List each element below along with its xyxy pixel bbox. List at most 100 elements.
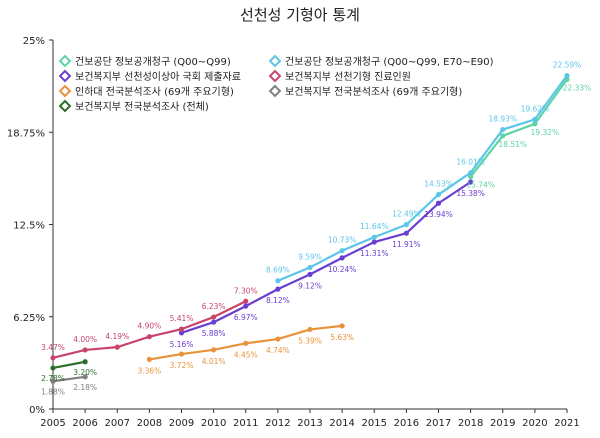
data-point bbox=[243, 340, 249, 346]
data-label: 5.88% bbox=[202, 329, 226, 338]
data-label: 18.93% bbox=[488, 115, 517, 124]
legend-marker bbox=[58, 69, 72, 83]
legend-marker bbox=[58, 54, 72, 68]
x-tick-label: 2013 bbox=[297, 418, 322, 429]
data-label: 15.38% bbox=[456, 189, 485, 198]
data-labels: 15.74% 18.51% 19.32% 22.33% 8.69% 9.59% 10.73%… bbox=[41, 61, 591, 397]
data-label: 3.20% bbox=[73, 368, 97, 377]
legend-label: 보건복지부 전국분석조사 (69개 주요기형) bbox=[285, 86, 462, 98]
data-label: 3.47% bbox=[41, 343, 65, 352]
y-tick-label: 18.75% bbox=[7, 128, 45, 139]
data-point bbox=[178, 330, 185, 336]
x-tick-label: 2011 bbox=[233, 418, 258, 429]
data-point bbox=[371, 239, 377, 245]
data-label: 8.69% bbox=[266, 266, 290, 275]
data-label: 15.74% bbox=[466, 181, 495, 190]
data-label: 8.12% bbox=[266, 296, 290, 305]
data-point bbox=[211, 314, 217, 320]
data-label: 22.59% bbox=[553, 61, 582, 70]
data-label: 11.91% bbox=[392, 240, 421, 249]
data-point bbox=[178, 351, 185, 357]
data-label: 10.73% bbox=[328, 236, 357, 245]
data-point bbox=[275, 286, 281, 292]
x-tick-label: 2018 bbox=[458, 418, 483, 429]
data-point bbox=[532, 121, 538, 127]
data-point bbox=[50, 365, 56, 371]
x-tick-label: 2020 bbox=[522, 418, 547, 429]
data-point bbox=[500, 133, 506, 139]
data-point bbox=[114, 344, 120, 350]
data-label: 1.88% bbox=[41, 387, 65, 396]
legend-marker bbox=[268, 84, 282, 98]
data-label: 4.90% bbox=[137, 322, 161, 331]
data-point bbox=[500, 126, 506, 133]
legend-label: 보건복지부 전국분석조사 (전체) bbox=[75, 101, 209, 113]
data-label: 2.78% bbox=[41, 374, 65, 383]
data-label: 2.18% bbox=[73, 383, 97, 392]
x-tick-label: 2016 bbox=[394, 418, 419, 429]
legend-label: 보건복지부 선천성이상아 국회 제출자료 bbox=[75, 71, 241, 83]
x-tick-label: 2010 bbox=[201, 418, 226, 429]
x-tick-label: 2009 bbox=[169, 418, 194, 429]
chart-title: 선천성 기형아 통계 bbox=[240, 6, 360, 24]
y-tick-label: 25% bbox=[23, 36, 45, 47]
data-point bbox=[307, 271, 313, 277]
data-point bbox=[564, 72, 570, 79]
data-point bbox=[339, 255, 345, 261]
data-label: 6.97% bbox=[234, 313, 258, 322]
data-point bbox=[50, 378, 56, 384]
data-label: 10.24% bbox=[328, 265, 357, 274]
chart-legend: 건보공단 정보공개청구 (Q00~Q99) 건보공단 정보공개청구 (Q00~Q9… bbox=[58, 54, 494, 113]
data-label: 5.63% bbox=[330, 333, 354, 342]
data-point bbox=[403, 222, 409, 228]
legend-marker bbox=[268, 69, 282, 83]
data-point bbox=[435, 200, 442, 206]
legend-marker bbox=[268, 54, 282, 68]
data-label: 7.30% bbox=[234, 286, 258, 295]
data-point bbox=[371, 234, 377, 240]
data-label: 3.72% bbox=[170, 361, 194, 370]
data-point bbox=[468, 174, 474, 180]
data-label: 19.62% bbox=[521, 104, 550, 113]
data-point bbox=[339, 323, 345, 329]
x-tick-label: 2008 bbox=[137, 418, 162, 429]
data-point bbox=[50, 355, 56, 361]
data-label: 4.45% bbox=[234, 350, 258, 359]
data-point bbox=[275, 336, 281, 342]
data-label: 4.01% bbox=[202, 357, 226, 366]
data-point bbox=[82, 347, 88, 353]
x-tick-label: 2006 bbox=[72, 418, 97, 429]
series-line bbox=[52, 360, 86, 370]
data-point bbox=[82, 359, 88, 365]
y-tick-label: 12.5% bbox=[13, 221, 45, 232]
data-label: 6.23% bbox=[202, 302, 226, 311]
data-point bbox=[211, 319, 217, 325]
x-tick-label: 2021 bbox=[554, 418, 579, 429]
data-label: 18.51% bbox=[498, 140, 527, 149]
series-line bbox=[469, 78, 568, 178]
data-point bbox=[146, 356, 152, 363]
data-label: 9.59% bbox=[298, 252, 322, 261]
x-tick-label: 2014 bbox=[329, 418, 354, 429]
x-tick-label: 2005 bbox=[40, 418, 65, 429]
data-point bbox=[146, 334, 152, 340]
data-label: 5.16% bbox=[170, 340, 194, 349]
data-point bbox=[82, 374, 88, 380]
data-label: 19.32% bbox=[531, 128, 560, 137]
data-point bbox=[468, 179, 474, 185]
data-point bbox=[178, 326, 185, 332]
legend-marker bbox=[58, 99, 72, 113]
data-label: 13.94% bbox=[424, 210, 453, 219]
data-point bbox=[339, 248, 345, 254]
data-label: 16.01% bbox=[456, 158, 485, 167]
x-tick-label: 2015 bbox=[362, 418, 387, 429]
data-label: 3.36% bbox=[137, 366, 161, 375]
chart-axes: 0% 6.25% 12.5% 18.75% 25% 2005 2006 2007 2008 200… bbox=[7, 36, 580, 429]
data-point bbox=[211, 347, 217, 353]
legend-label: 보건복지부 선천기형 진료인원 bbox=[285, 71, 411, 83]
y-tick-label: 6.25% bbox=[13, 313, 45, 324]
data-label: 12.49% bbox=[392, 210, 421, 219]
data-label: 9.12% bbox=[298, 281, 322, 290]
y-tick-label: 0% bbox=[29, 405, 45, 416]
